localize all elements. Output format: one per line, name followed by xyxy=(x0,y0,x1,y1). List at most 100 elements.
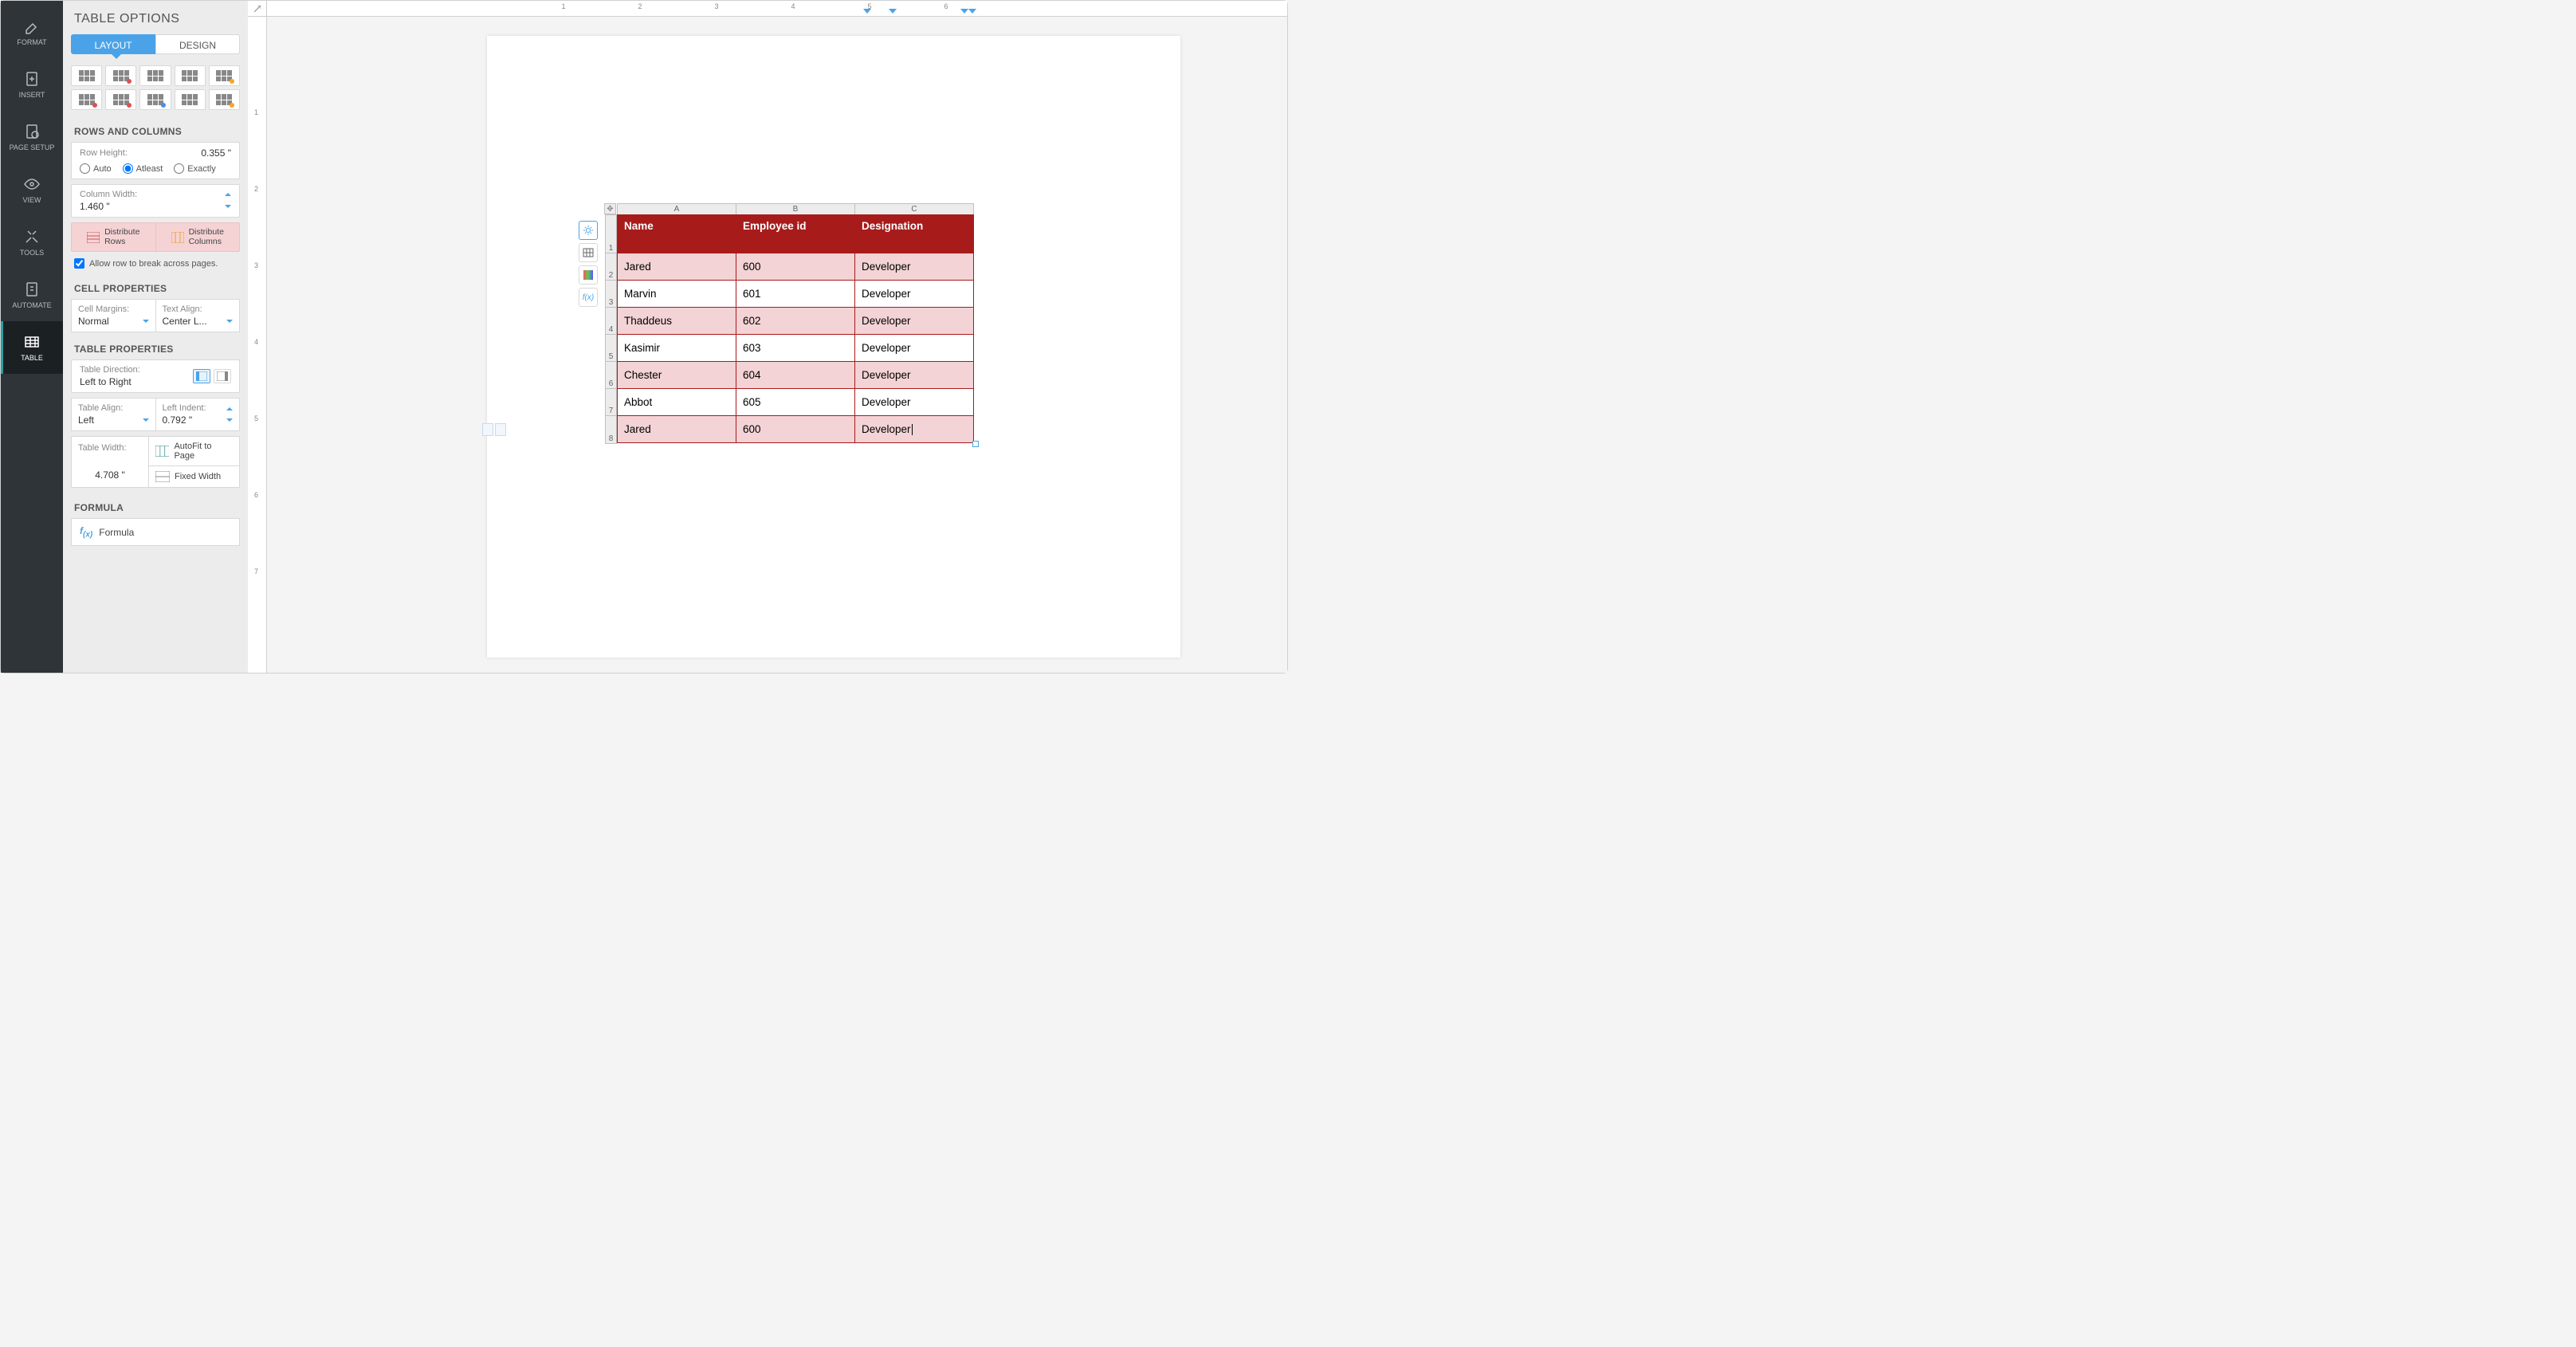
table-header-cell[interactable]: Name xyxy=(618,215,736,253)
table-cell[interactable]: Developer xyxy=(855,416,974,443)
table-cell[interactable]: Abbot xyxy=(618,389,736,416)
table-align-dropdown[interactable]: Table Align: Left xyxy=(71,398,155,431)
table-cell[interactable]: Kasimir xyxy=(618,335,736,362)
table-cell[interactable]: 604 xyxy=(736,362,855,389)
delete-table-button[interactable] xyxy=(175,89,206,110)
table-cell[interactable]: Developer xyxy=(855,253,974,281)
rail-format[interactable]: FORMAT xyxy=(1,6,63,58)
insert-col-right-button[interactable] xyxy=(175,65,206,86)
col-letter[interactable]: A xyxy=(618,204,736,214)
table-resize-handle[interactable] xyxy=(972,441,979,447)
split-table-button[interactable] xyxy=(209,89,240,110)
row-number[interactable]: 1 xyxy=(606,215,616,253)
formula-button[interactable]: f(x) Formula xyxy=(71,518,240,546)
tool-settings[interactable] xyxy=(579,221,598,240)
row-number[interactable]: 6 xyxy=(606,362,616,389)
table-move-handle[interactable]: ✥ xyxy=(604,203,616,214)
delete-col-button[interactable] xyxy=(105,89,136,110)
col-letter[interactable]: B xyxy=(736,204,855,214)
table-header-cell[interactable]: Employee id xyxy=(736,215,855,253)
delete-row-button[interactable] xyxy=(71,89,102,110)
insert-row-above-button[interactable] xyxy=(71,65,102,86)
ruler-v-tick: 3 xyxy=(254,261,258,269)
row-height-atleast[interactable]: Atleast xyxy=(123,163,163,174)
allow-break-row[interactable]: Allow row to break across pages. xyxy=(63,255,248,277)
col-width-spinner[interactable] xyxy=(225,193,231,196)
tool-color[interactable] xyxy=(579,265,598,285)
row-number[interactable]: 2 xyxy=(606,253,616,281)
col-width-spinner-dn[interactable] xyxy=(225,205,231,208)
table-cell[interactable]: 603 xyxy=(736,335,855,362)
row-number[interactable]: 7 xyxy=(606,389,616,416)
split-cell-button[interactable] xyxy=(139,89,171,110)
table-cell[interactable]: 601 xyxy=(736,281,855,308)
table-cell[interactable]: Developer xyxy=(855,335,974,362)
page-split-handles[interactable] xyxy=(482,423,506,436)
row-number[interactable]: 3 xyxy=(606,281,616,308)
ruler-marker[interactable] xyxy=(889,9,897,14)
cell-margins-dropdown[interactable]: Cell Margins: Normal xyxy=(71,299,155,332)
ruler-vertical[interactable]: 1234567 xyxy=(248,17,267,673)
table-row[interactable]: Chester604Developer xyxy=(618,362,974,389)
ruler-horizontal[interactable]: 123456 xyxy=(267,1,1287,17)
table-cell[interactable]: 605 xyxy=(736,389,855,416)
distribute-cols-button[interactable]: Distribute Columns xyxy=(156,223,240,251)
rail-insert[interactable]: INSERT xyxy=(1,58,63,111)
table-row[interactable]: Thaddeus602Developer xyxy=(618,308,974,335)
table-row[interactable]: Jared600Developer xyxy=(618,416,974,443)
insert-col-left-button[interactable] xyxy=(139,65,171,86)
rail-tools[interactable]: TOOLS xyxy=(1,216,63,269)
rail-automate[interactable]: AUTOMATE xyxy=(1,269,63,321)
row-number[interactable]: 5 xyxy=(606,335,616,362)
dir-rtl-button[interactable] xyxy=(214,369,231,383)
distribute-rows-button[interactable]: Distribute Rows xyxy=(72,223,156,251)
rail-page-setup[interactable]: PAGE SETUP xyxy=(1,111,63,163)
table-cell[interactable]: 600 xyxy=(736,253,855,281)
allow-break-checkbox[interactable] xyxy=(74,258,84,269)
page-handle-left[interactable] xyxy=(482,423,493,436)
table-cell[interactable]: Marvin xyxy=(618,281,736,308)
row-number[interactable]: 4 xyxy=(606,308,616,335)
ruler-marker[interactable] xyxy=(863,9,871,14)
dir-ltr-button[interactable] xyxy=(193,369,210,383)
table-header-cell[interactable]: Designation xyxy=(855,215,974,253)
insert-row-below-button[interactable] xyxy=(105,65,136,86)
table-cell[interactable]: Jared xyxy=(618,253,736,281)
table-cell[interactable]: Thaddeus xyxy=(618,308,736,335)
tool-grid[interactable] xyxy=(579,243,598,262)
fixed-width-button[interactable]: Fixed Width xyxy=(149,466,239,487)
ruler-marker[interactable] xyxy=(968,9,976,14)
column-letters[interactable]: ABC xyxy=(617,203,974,215)
table-row[interactable]: Abbot605Developer xyxy=(618,389,974,416)
table-cell[interactable]: Jared xyxy=(618,416,736,443)
table-cell[interactable]: Developer xyxy=(855,308,974,335)
autofit-page-button[interactable]: AutoFit to Page xyxy=(149,437,239,466)
text-align-dropdown[interactable]: Text Align: Center L... xyxy=(155,299,241,332)
table-row[interactable]: Jared600Developer xyxy=(618,253,974,281)
table-cell[interactable]: Chester xyxy=(618,362,736,389)
table-cell[interactable]: Developer xyxy=(855,281,974,308)
ruler-origin[interactable] xyxy=(248,1,267,17)
rail-table[interactable]: TABLE xyxy=(1,321,63,374)
table-cell[interactable]: 602 xyxy=(736,308,855,335)
row-number[interactable]: 8 xyxy=(606,416,616,443)
row-height-auto[interactable]: Auto xyxy=(80,163,112,174)
page-handle-right[interactable] xyxy=(495,423,506,436)
rail-view[interactable]: VIEW xyxy=(1,163,63,216)
ruler-marker[interactable] xyxy=(960,9,968,14)
employee-table[interactable]: NameEmployee idDesignation Jared600Devel… xyxy=(617,214,974,443)
table-cell[interactable]: Developer xyxy=(855,362,974,389)
table-cell[interactable]: Developer xyxy=(855,389,974,416)
indent-up[interactable] xyxy=(226,407,233,410)
tab-design[interactable]: DESIGN xyxy=(155,34,240,54)
row-numbers[interactable]: 12345678 xyxy=(605,214,617,444)
table-cell[interactable]: 600 xyxy=(736,416,855,443)
table-row[interactable]: Kasimir603Developer xyxy=(618,335,974,362)
merge-cells-button[interactable] xyxy=(209,65,240,86)
tool-formula[interactable]: f(x) xyxy=(579,288,598,307)
row-height-exactly[interactable]: Exactly xyxy=(174,163,215,174)
table-row[interactable]: Marvin601Developer xyxy=(618,281,974,308)
tab-layout[interactable]: LAYOUT xyxy=(71,34,155,54)
col-letter[interactable]: C xyxy=(855,204,973,214)
indent-dn[interactable] xyxy=(226,418,233,422)
